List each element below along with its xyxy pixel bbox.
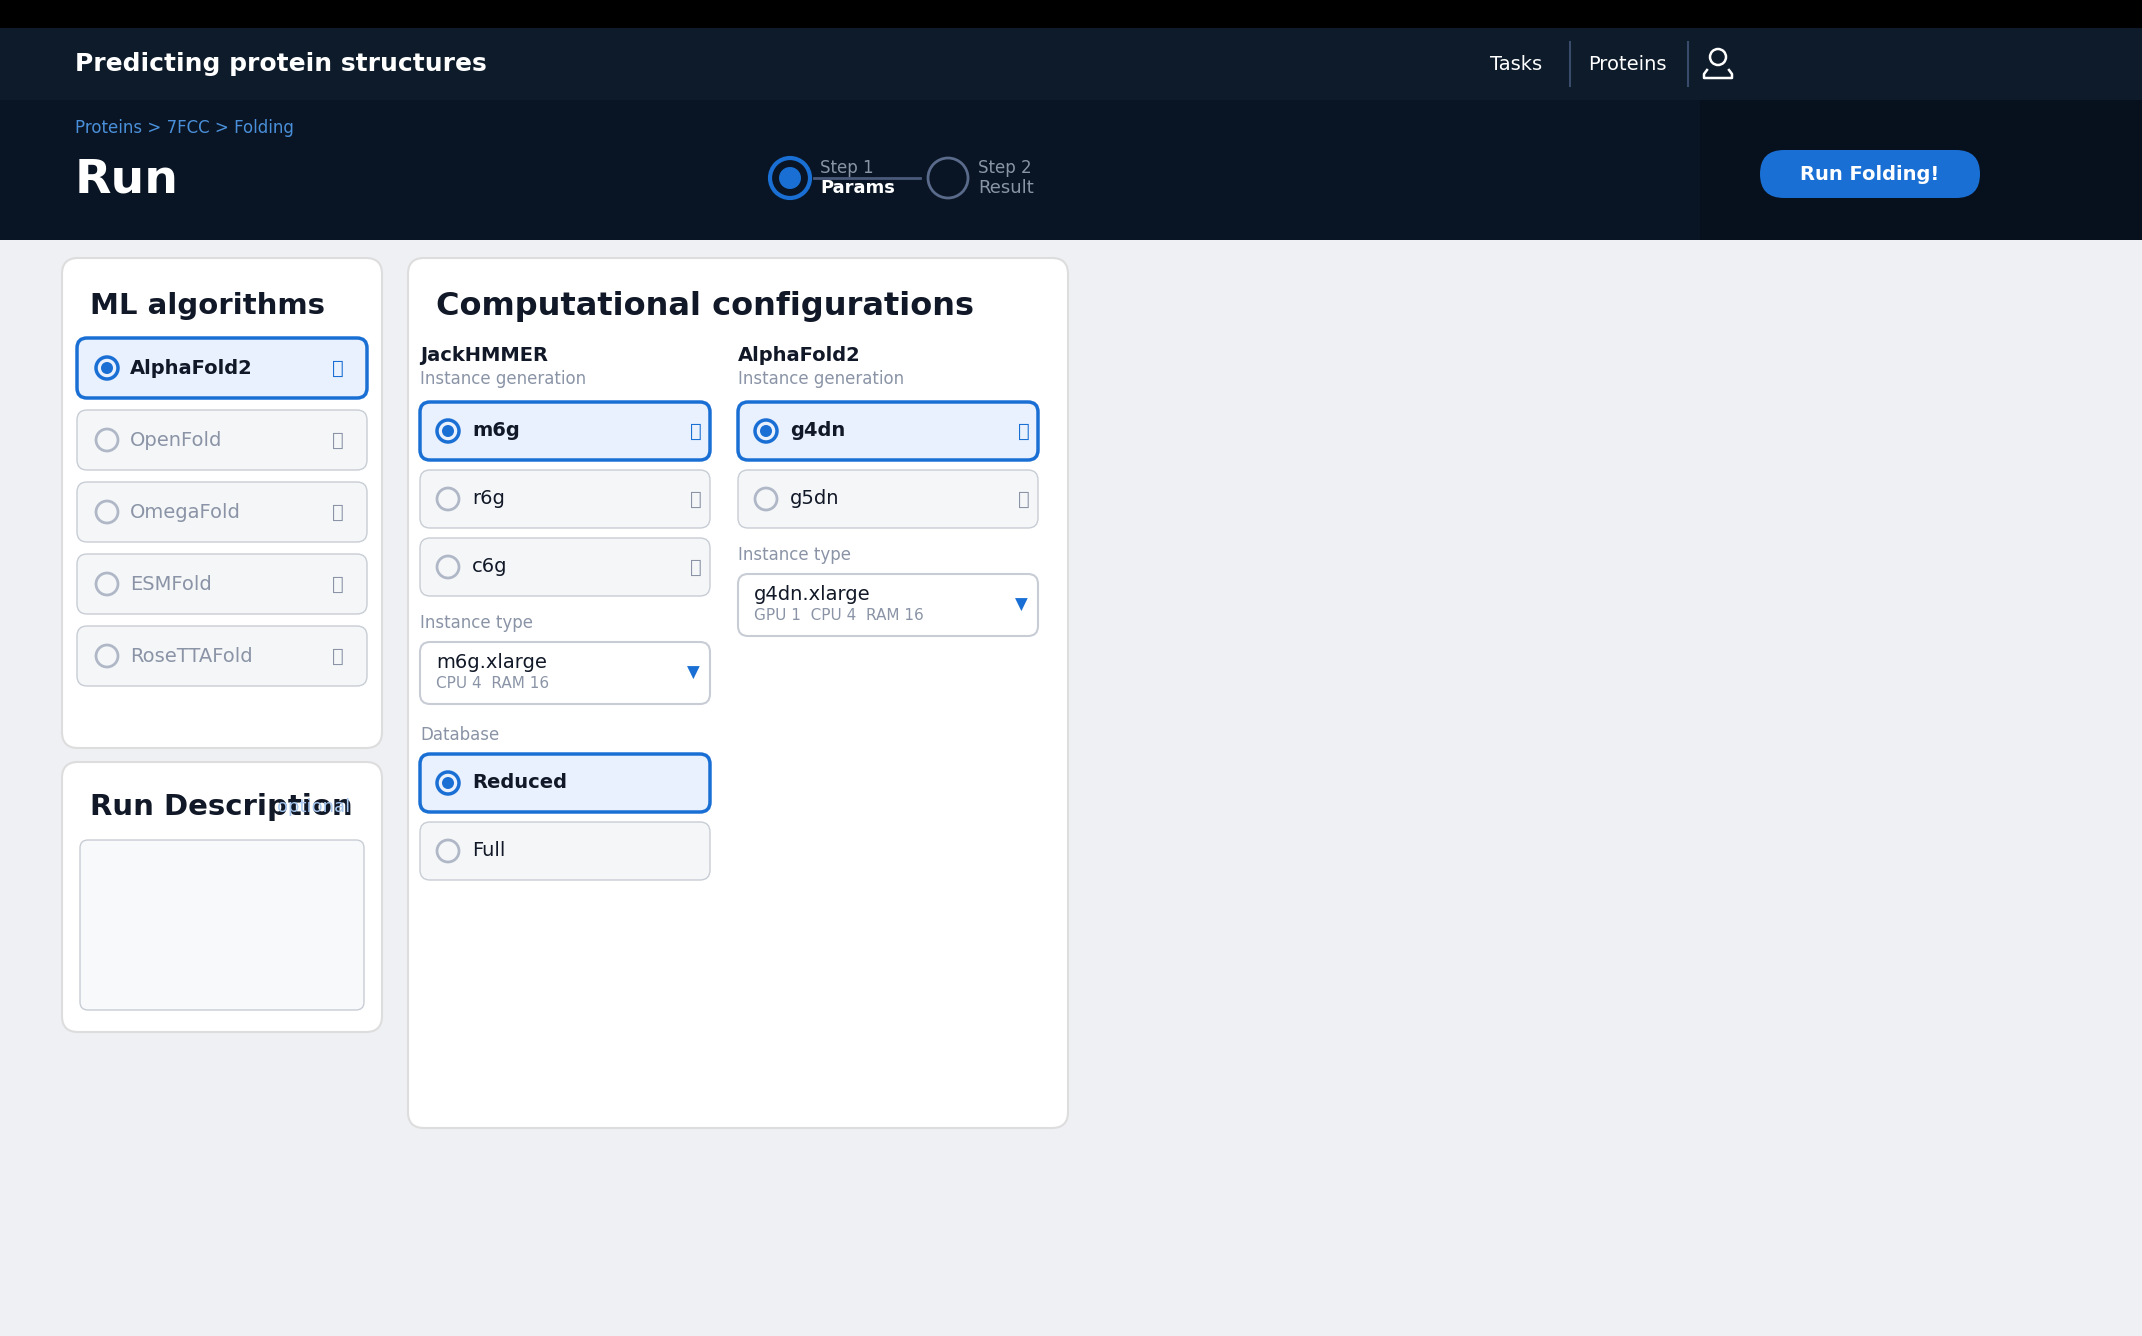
Text: Run: Run xyxy=(75,158,180,203)
Circle shape xyxy=(441,425,454,437)
Circle shape xyxy=(760,425,771,437)
FancyBboxPatch shape xyxy=(420,822,709,880)
FancyBboxPatch shape xyxy=(407,258,1069,1128)
Text: ⧉: ⧉ xyxy=(332,358,345,378)
FancyBboxPatch shape xyxy=(739,574,1039,636)
Text: Database: Database xyxy=(420,725,499,744)
Text: Instance generation: Instance generation xyxy=(739,370,904,387)
Text: r6g: r6g xyxy=(471,489,506,509)
FancyBboxPatch shape xyxy=(77,338,366,398)
FancyBboxPatch shape xyxy=(77,627,366,685)
Text: ⧉: ⧉ xyxy=(1017,421,1030,441)
Text: Run Description: Run Description xyxy=(90,794,353,822)
Text: ⧉: ⧉ xyxy=(690,557,703,577)
FancyBboxPatch shape xyxy=(62,258,381,748)
Text: ESMFold: ESMFold xyxy=(131,574,212,593)
Text: Instance type: Instance type xyxy=(739,546,850,564)
Circle shape xyxy=(101,362,114,374)
Text: Result: Result xyxy=(979,179,1035,196)
Text: RoseTTAFold: RoseTTAFold xyxy=(131,647,253,665)
Circle shape xyxy=(769,158,810,198)
FancyBboxPatch shape xyxy=(420,643,709,704)
FancyBboxPatch shape xyxy=(420,402,709,460)
FancyBboxPatch shape xyxy=(77,482,366,542)
FancyBboxPatch shape xyxy=(420,470,709,528)
Text: AlphaFold2: AlphaFold2 xyxy=(739,346,861,365)
Text: Instance generation: Instance generation xyxy=(420,370,587,387)
FancyBboxPatch shape xyxy=(420,754,709,812)
Text: Computational configurations: Computational configurations xyxy=(437,290,975,322)
Text: optional: optional xyxy=(276,798,351,816)
Text: m6g.xlarge: m6g.xlarge xyxy=(437,652,546,672)
Text: Instance type: Instance type xyxy=(420,615,533,632)
FancyBboxPatch shape xyxy=(77,410,366,470)
FancyBboxPatch shape xyxy=(1761,150,1979,198)
Text: g4dn.xlarge: g4dn.xlarge xyxy=(754,585,870,604)
Text: Reduced: Reduced xyxy=(471,774,568,792)
FancyBboxPatch shape xyxy=(739,402,1039,460)
Circle shape xyxy=(780,167,801,188)
Bar xyxy=(0,100,2142,240)
Text: Predicting protein structures: Predicting protein structures xyxy=(75,52,486,76)
Text: c6g: c6g xyxy=(471,557,508,577)
Bar xyxy=(0,0,2142,28)
Bar xyxy=(1701,100,2142,240)
Text: Proteins: Proteins xyxy=(1587,55,1666,73)
Text: ⧉: ⧉ xyxy=(332,574,345,593)
Text: Step 2: Step 2 xyxy=(979,159,1032,176)
Text: ⧉: ⧉ xyxy=(690,489,703,509)
Text: ML algorithms: ML algorithms xyxy=(90,293,326,321)
Circle shape xyxy=(441,778,454,790)
Text: GPU 1  CPU 4  RAM 16: GPU 1 CPU 4 RAM 16 xyxy=(754,608,923,624)
FancyBboxPatch shape xyxy=(420,538,709,596)
Text: g4dn: g4dn xyxy=(790,421,846,441)
Text: ⧉: ⧉ xyxy=(332,647,345,665)
Text: CPU 4  RAM 16: CPU 4 RAM 16 xyxy=(437,676,548,692)
Text: ⧉: ⧉ xyxy=(332,502,345,521)
Text: JackHMMER: JackHMMER xyxy=(420,346,548,365)
FancyBboxPatch shape xyxy=(739,470,1039,528)
Text: Full: Full xyxy=(471,842,506,860)
FancyBboxPatch shape xyxy=(77,554,366,615)
Text: Params: Params xyxy=(820,179,895,196)
Text: AlphaFold2: AlphaFold2 xyxy=(131,358,253,378)
FancyBboxPatch shape xyxy=(79,840,364,1010)
Text: OmegaFold: OmegaFold xyxy=(131,502,240,521)
Text: Step 1: Step 1 xyxy=(820,159,874,176)
Text: ⧉: ⧉ xyxy=(1017,489,1030,509)
Text: Tasks: Tasks xyxy=(1491,55,1542,73)
Text: OpenFold: OpenFold xyxy=(131,430,223,449)
Text: ▼: ▼ xyxy=(688,664,700,681)
Text: Run Folding!: Run Folding! xyxy=(1801,164,1941,183)
FancyBboxPatch shape xyxy=(62,762,381,1031)
Text: ⧉: ⧉ xyxy=(690,421,703,441)
Text: m6g: m6g xyxy=(471,421,521,441)
Text: Proteins > 7FCC > Folding: Proteins > 7FCC > Folding xyxy=(75,119,293,138)
Text: ▼: ▼ xyxy=(1015,596,1028,615)
Bar xyxy=(0,28,2142,100)
Text: ⧉: ⧉ xyxy=(332,430,345,449)
Text: g5dn: g5dn xyxy=(790,489,840,509)
